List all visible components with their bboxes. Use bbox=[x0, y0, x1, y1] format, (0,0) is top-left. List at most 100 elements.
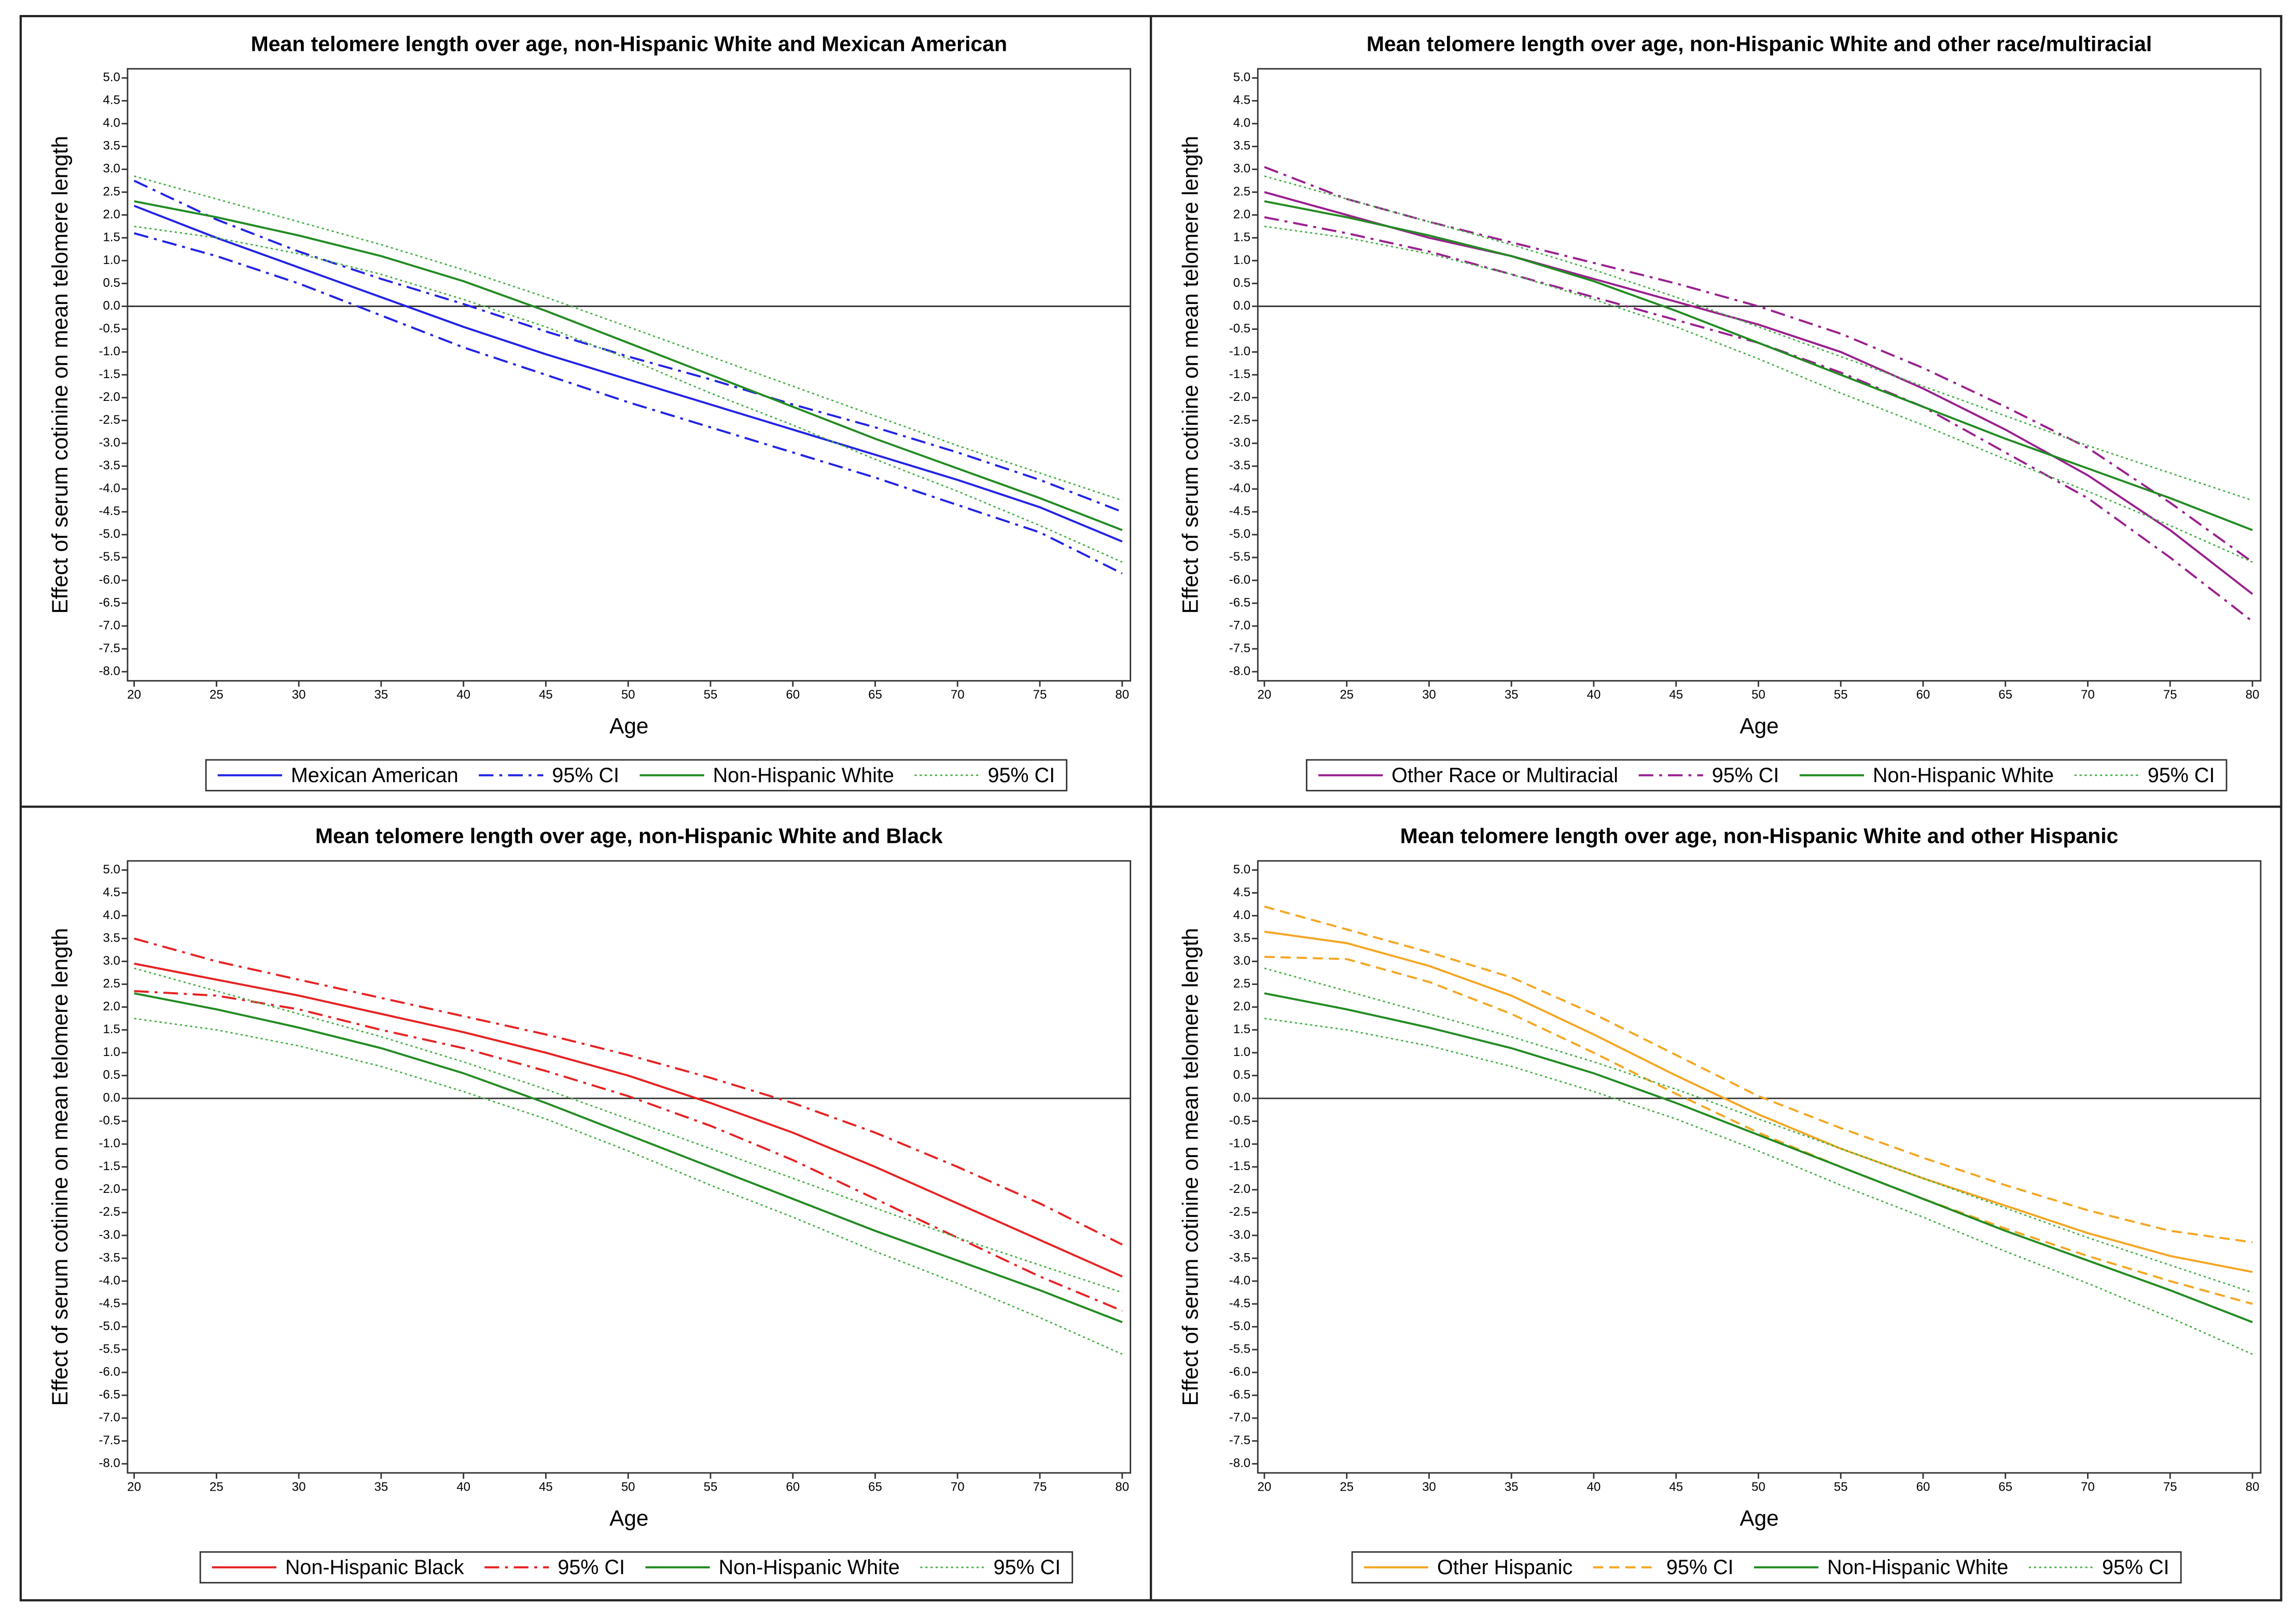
legend-label: 95% CI bbox=[2102, 1556, 2169, 1579]
series-line bbox=[1264, 930, 2253, 1273]
y-tick-label: -2.0 bbox=[99, 390, 120, 404]
x-tick-label: 30 bbox=[1422, 1480, 1436, 1494]
x-tick-label: 65 bbox=[868, 688, 882, 702]
x-tick-label: 65 bbox=[1998, 1480, 2012, 1494]
legend-box bbox=[1305, 759, 2228, 791]
series-line bbox=[1264, 200, 2253, 531]
legend-label: Other Hispanic bbox=[1437, 1556, 1573, 1579]
x-tick-label: 40 bbox=[456, 1480, 470, 1494]
y-tick-label: -1.0 bbox=[1229, 1136, 1250, 1150]
x-tick-label: 80 bbox=[2246, 1480, 2260, 1494]
y-tick-label: -5.5 bbox=[99, 1342, 120, 1356]
series-line bbox=[134, 232, 1123, 575]
y-axis-label: Effect of serum cotinine on mean telomer… bbox=[1178, 136, 1202, 614]
y-tick-label: 2.5 bbox=[1233, 185, 1250, 199]
y-tick-label: -1.5 bbox=[99, 367, 120, 381]
y-tick-label: -0.5 bbox=[99, 322, 120, 336]
x-tick-label: 70 bbox=[951, 688, 965, 702]
y-tick-label: -5.0 bbox=[1229, 1319, 1250, 1333]
y-tick-label: -4.0 bbox=[99, 481, 120, 495]
y-tick-label: -2.0 bbox=[1229, 390, 1250, 404]
series-line bbox=[1264, 166, 2253, 563]
legend-label: Non-Hispanic Black bbox=[285, 1556, 464, 1579]
y-tick-label: -6.0 bbox=[99, 1365, 120, 1379]
y-tick-label: -0.5 bbox=[1229, 322, 1250, 336]
legend-label: 95% CI bbox=[1712, 764, 1779, 787]
y-tick-label: -5.0 bbox=[1229, 527, 1250, 541]
y-tick-label: 2.5 bbox=[1233, 977, 1250, 991]
x-tick-label: 35 bbox=[374, 688, 388, 702]
y-tick-label: -6.0 bbox=[1229, 1365, 1250, 1379]
y-tick-label: -1.0 bbox=[1229, 344, 1250, 358]
series-line bbox=[1264, 191, 2253, 595]
legend-label: 95% CI bbox=[987, 764, 1055, 787]
y-tick-label: -2.0 bbox=[1229, 1182, 1250, 1196]
y-tick-label: -6.0 bbox=[99, 573, 120, 587]
y-tick-label: 4.5 bbox=[103, 93, 120, 107]
y-tick-label: -1.0 bbox=[99, 344, 120, 358]
y-tick-label: 2.5 bbox=[103, 977, 120, 991]
y-tick-label: 4.5 bbox=[1233, 885, 1250, 899]
y-tick-label: 3.0 bbox=[1233, 162, 1250, 176]
y-tick-label: 4.0 bbox=[103, 116, 120, 130]
y-tick-label: 1.5 bbox=[103, 230, 120, 244]
x-tick-label: 20 bbox=[1258, 688, 1272, 702]
y-tick-label: -4.5 bbox=[1229, 1296, 1250, 1310]
x-tick-label: 55 bbox=[1834, 1480, 1848, 1494]
legend-label: 95% CI bbox=[558, 1556, 625, 1579]
y-tick-label: 1.0 bbox=[103, 1045, 120, 1059]
x-tick-label: 80 bbox=[2246, 688, 2260, 702]
y-tick-label: -2.5 bbox=[1229, 413, 1250, 427]
chart-title: Mean telomere length over age, non-Hispa… bbox=[251, 32, 1007, 55]
y-axis-label: Effect of serum cotinine on mean telomer… bbox=[1178, 928, 1202, 1406]
x-axis-label: Age bbox=[609, 1506, 648, 1530]
x-tick-label: 70 bbox=[951, 1480, 965, 1494]
x-tick-label: 55 bbox=[704, 688, 718, 702]
series-line bbox=[1264, 216, 2253, 622]
x-tick-label: 25 bbox=[1340, 1480, 1354, 1494]
legend-label: Non-Hispanic White bbox=[719, 1556, 900, 1579]
y-tick-label: -7.0 bbox=[99, 1411, 120, 1425]
x-tick-label: 55 bbox=[704, 1480, 718, 1494]
series-line bbox=[134, 990, 1123, 1312]
x-tick-label: 40 bbox=[1587, 1480, 1601, 1494]
y-tick-label: -1.5 bbox=[1229, 1159, 1250, 1173]
y-tick-label: 3.0 bbox=[1233, 954, 1250, 968]
x-tick-label: 20 bbox=[127, 688, 141, 702]
series-line bbox=[134, 226, 1123, 563]
plot-frame bbox=[127, 68, 1132, 682]
y-tick-label: 0.0 bbox=[103, 1091, 120, 1105]
legend-box bbox=[1351, 1551, 2182, 1583]
x-tick-label: 55 bbox=[1834, 688, 1848, 702]
y-tick-label: 1.0 bbox=[103, 253, 120, 267]
y-tick-label: -6.5 bbox=[99, 595, 120, 609]
y-tick-label: -7.5 bbox=[99, 1434, 120, 1448]
series-line bbox=[134, 1018, 1123, 1355]
y-tick-label: 1.5 bbox=[103, 1022, 120, 1036]
y-tick-label: -1.5 bbox=[99, 1159, 120, 1173]
y-tick-label: -7.5 bbox=[1229, 1434, 1250, 1448]
y-tick-label: -3.5 bbox=[1229, 1250, 1250, 1264]
x-tick-label: 75 bbox=[2163, 1480, 2177, 1494]
x-tick-label: 70 bbox=[2081, 688, 2095, 702]
y-tick-label: 3.5 bbox=[103, 931, 120, 945]
y-tick-label: -5.5 bbox=[1229, 1342, 1250, 1356]
x-tick-label: 45 bbox=[1669, 1480, 1683, 1494]
x-tick-label: 20 bbox=[1258, 1480, 1272, 1494]
x-tick-label: 60 bbox=[786, 1480, 800, 1494]
y-tick-label: -4.5 bbox=[99, 504, 120, 518]
y-tick-label: 4.0 bbox=[103, 908, 120, 922]
y-tick-label: 5.0 bbox=[1233, 863, 1250, 877]
y-tick-label: -4.0 bbox=[99, 1273, 120, 1287]
legend-box bbox=[199, 1551, 1074, 1583]
y-tick-label: -7.0 bbox=[1229, 1411, 1250, 1425]
y-tick-label: 2.5 bbox=[103, 185, 120, 199]
y-tick-label: 2.0 bbox=[1233, 999, 1250, 1013]
y-tick-label: -3.0 bbox=[1229, 436, 1250, 450]
legend-label: Mexican American bbox=[291, 764, 458, 787]
y-tick-label: -3.0 bbox=[99, 436, 120, 450]
x-tick-label: 65 bbox=[1998, 688, 2012, 702]
series-line bbox=[133, 179, 1123, 513]
